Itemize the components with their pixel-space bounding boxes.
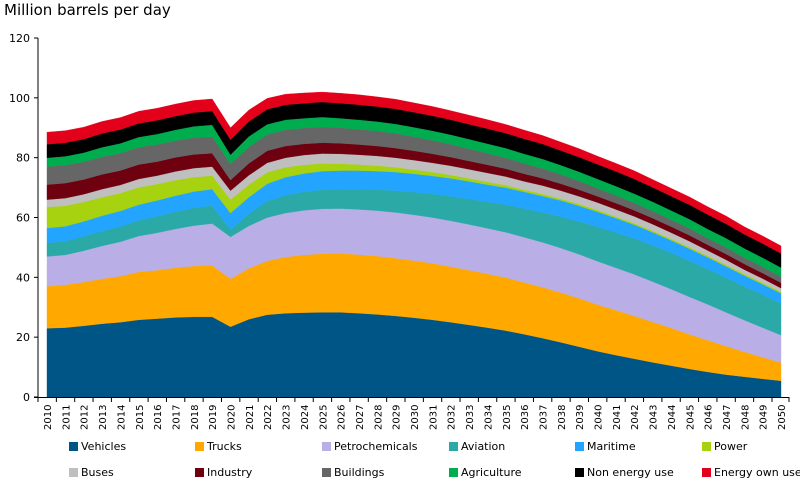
x-tick-label: 2018	[190, 405, 201, 430]
x-tick-label: 2048	[740, 405, 751, 430]
legend-item-aviation: Aviation	[449, 440, 505, 453]
x-tick-label: 2046	[704, 405, 715, 430]
legend-label: Buses	[81, 466, 114, 479]
legend-swatch	[702, 442, 711, 451]
x-tick-label: 2023	[282, 405, 293, 430]
legend-label: Vehicles	[81, 440, 127, 453]
legend-swatch	[69, 442, 78, 451]
legend-item-buildings: Buildings	[322, 466, 384, 479]
legend-label: Buildings	[334, 466, 385, 479]
legend-item-petrochemicals: Petrochemicals	[322, 440, 417, 453]
x-tick-label: 2030	[410, 405, 421, 430]
x-tick-label: 2043	[649, 405, 660, 430]
legend-label: Maritime	[587, 440, 636, 453]
legend-item-industry: Industry	[195, 466, 252, 479]
legend-swatch	[195, 442, 204, 451]
legend-item-non-energy-use: Non energy use	[575, 466, 674, 479]
x-tick-label: 2021	[245, 405, 256, 430]
y-tick-label: 100	[9, 92, 30, 105]
y-tick-label: 20	[16, 331, 30, 344]
legend-swatch	[575, 442, 584, 451]
x-tick-label: 2025	[318, 405, 329, 430]
x-tick-label: 2038	[557, 405, 568, 430]
x-tick-label: 2012	[80, 405, 91, 430]
y-tick-label: 120	[9, 32, 30, 45]
x-tick-label: 2017	[171, 405, 182, 430]
x-tick-label: 2044	[667, 405, 678, 430]
chart-title: Million barrels per day	[4, 1, 171, 19]
legend-swatch	[322, 468, 331, 477]
x-tick-label: 2022	[263, 405, 274, 430]
x-tick-label: 2028	[373, 405, 384, 430]
x-tick-label: 2031	[428, 405, 439, 430]
x-tick-label: 2034	[483, 405, 494, 430]
x-tick-label: 2036	[520, 405, 531, 430]
legend-label: Trucks	[207, 440, 242, 453]
area-energy-own-use	[46, 91, 782, 254]
legend-label: Aviation	[461, 440, 506, 453]
x-tick-label: 2045	[685, 405, 696, 430]
legend-swatch	[322, 442, 331, 451]
x-tick-label: 2050	[777, 405, 788, 430]
x-tick-label: 2047	[722, 405, 733, 430]
legend-swatch	[449, 442, 458, 451]
legend-label: Industry	[207, 466, 253, 479]
x-tick-label: 2024	[300, 405, 311, 430]
legend-item-vehicles: Vehicles	[69, 440, 126, 453]
y-tick-label: 40	[16, 271, 30, 284]
legend-swatch	[69, 468, 78, 477]
legend-item-power: Power	[702, 440, 747, 453]
x-tick-label: 2042	[630, 405, 641, 430]
legend-item-maritime: Maritime	[575, 440, 636, 453]
legend-label: Non energy use	[587, 466, 674, 479]
x-tick-label: 2014	[116, 405, 127, 430]
y-tick-label: 0	[23, 391, 30, 404]
legend-label: Petrochemicals	[334, 440, 418, 453]
x-tick-label: 2035	[502, 405, 513, 430]
legend-item-buses: Buses	[69, 466, 114, 479]
legend-swatch	[575, 468, 584, 477]
x-tick-label: 2032	[447, 405, 458, 430]
legend-swatch	[195, 468, 204, 477]
x-tick-label: 2016	[153, 405, 164, 430]
x-tick-label: 2026	[337, 405, 348, 430]
legend-item-trucks: Trucks	[195, 440, 242, 453]
x-tick-label: 2049	[759, 405, 770, 430]
x-tick-label: 2013	[98, 405, 109, 430]
y-tick-label: 80	[16, 152, 30, 165]
x-tick-label: 2039	[575, 405, 586, 430]
x-tick-label: 2033	[465, 405, 476, 430]
x-tick-label: 2029	[392, 405, 403, 430]
x-tick-label: 2037	[538, 405, 549, 430]
legend-label: Energy own use	[714, 466, 800, 479]
x-tick-label: 2027	[355, 405, 366, 430]
x-tick-label: 2019	[208, 405, 219, 430]
x-tick-label: 2011	[61, 405, 72, 430]
legend-label: Agriculture	[461, 466, 522, 479]
y-tick-label: 60	[16, 212, 30, 225]
legend-swatch	[449, 468, 458, 477]
legend-label: Power	[714, 440, 748, 453]
legend-item-agriculture: Agriculture	[449, 466, 522, 479]
x-tick-label: 2040	[594, 405, 605, 430]
x-tick-label: 2041	[612, 405, 623, 430]
legend-swatch	[702, 468, 711, 477]
x-tick-label: 2020	[227, 405, 238, 430]
legend-item-energy-own-use: Energy own use	[702, 466, 800, 479]
x-tick-label: 2015	[135, 405, 146, 430]
x-tick-label: 2010	[43, 405, 54, 430]
